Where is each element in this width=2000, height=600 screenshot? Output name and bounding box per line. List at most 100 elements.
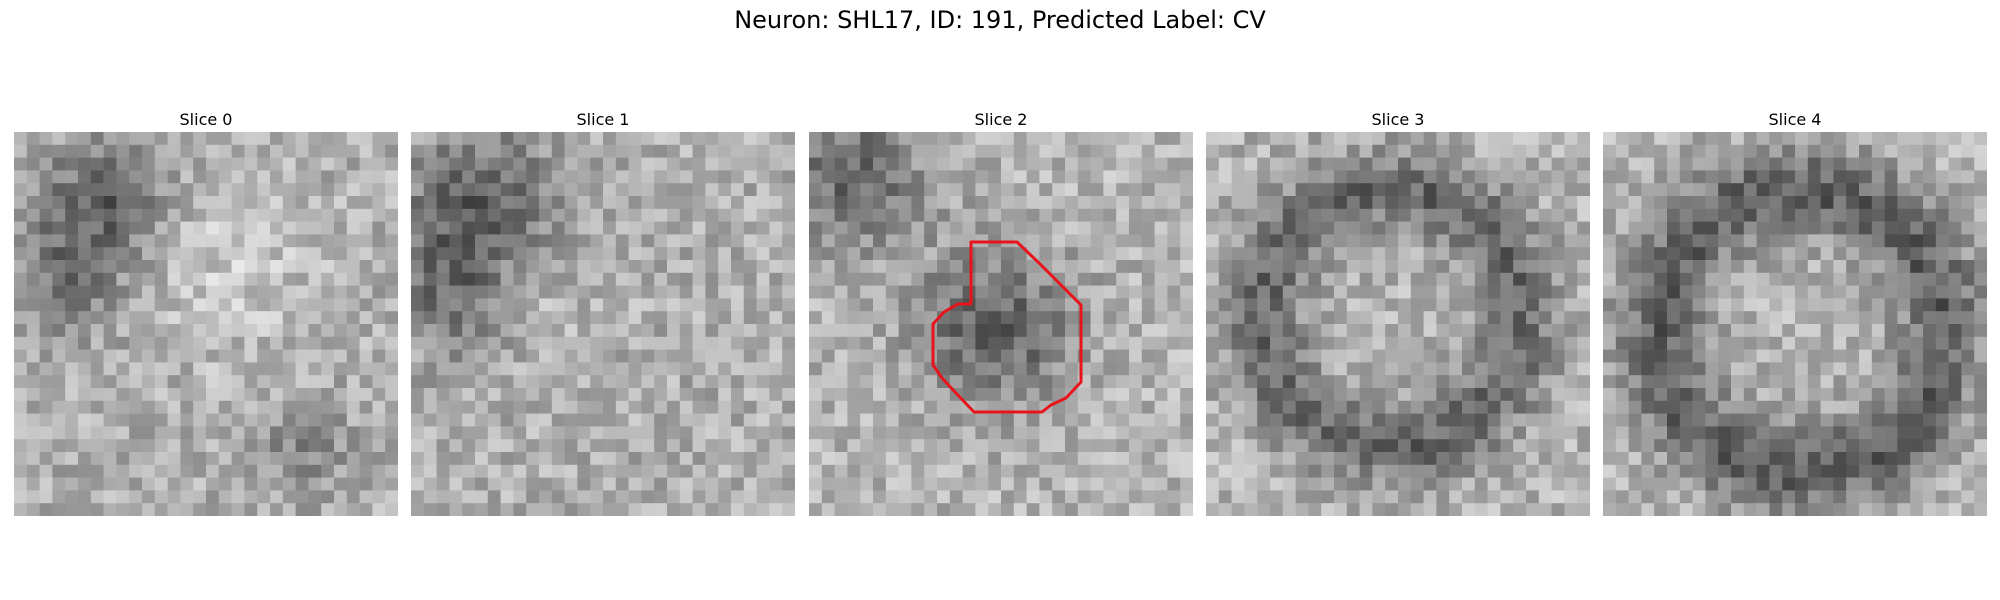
pixel [1820,311,1834,325]
pixel [154,388,168,402]
pixel [526,388,540,402]
pixel [1705,477,1719,491]
pixel [1270,170,1284,184]
pixel [321,375,335,389]
pixel [667,426,681,440]
pixel [1116,439,1130,453]
pixel [282,183,296,197]
pixel [385,400,398,414]
pixel [372,247,386,261]
pixel [1218,426,1232,440]
pixel [78,144,92,158]
pixel [1833,298,1847,312]
pixel [1308,452,1322,466]
pixel [90,272,104,286]
pixel [1129,452,1143,466]
pixel [1001,375,1015,389]
pixel [411,285,425,299]
pixel [513,388,527,402]
pixel [1346,170,1360,184]
pixel [231,490,245,504]
pixel [1270,272,1284,286]
pixel [885,208,899,222]
pixel [180,234,194,248]
pixel [449,477,463,491]
pixel [743,285,757,299]
pixel [1359,324,1373,338]
pixel [692,298,706,312]
pixel [308,336,322,350]
pixel [847,196,861,210]
pixel [1743,375,1757,389]
pixel [692,272,706,286]
pixel [1334,247,1348,261]
pixel [1462,247,1476,261]
pixel [1551,362,1565,376]
pixel [282,196,296,210]
pixel [1001,144,1015,158]
pixel [718,183,732,197]
pixel [1603,464,1617,478]
pixel [1871,439,1885,453]
pixel [1603,183,1617,197]
pixel [167,400,181,414]
pixel [1513,324,1527,338]
pixel [1052,208,1066,222]
pixel [346,490,360,504]
pixel [564,247,578,261]
pixel [769,144,783,158]
pixel [1961,234,1975,248]
pixel [731,285,745,299]
pixel [564,400,578,414]
pixel [1257,413,1271,427]
pixel [705,503,719,516]
pixel [1795,196,1809,210]
pixel [769,298,783,312]
pixel [782,221,795,235]
pixel [641,311,655,325]
pixel [898,362,912,376]
pixel [270,413,284,427]
pixel [423,285,437,299]
pixel [679,503,693,516]
pixel [1884,464,1898,478]
pixel [1654,183,1668,197]
slice-title-1: Slice 1 [576,110,630,129]
pixel [873,221,887,235]
pixel [705,247,719,261]
pixel [821,208,835,222]
pixel [180,311,194,325]
pixel [1795,426,1809,440]
pixel [462,272,476,286]
pixel [1538,157,1552,171]
pixel [1039,170,1053,184]
pixel [500,234,514,248]
pixel [1846,400,1860,414]
pixel [743,362,757,376]
pixel [321,452,335,466]
pixel [526,439,540,453]
pixel [731,375,745,389]
pixel [1103,349,1117,363]
pixel [513,324,527,338]
pixel [590,311,604,325]
pixel [1116,503,1130,516]
pixel [26,272,40,286]
pixel [1718,349,1732,363]
pixel [1692,503,1706,516]
pixel [847,324,861,338]
pixel [475,170,489,184]
pixel [718,221,732,235]
pixel [1039,221,1053,235]
pixel [1628,144,1642,158]
pixel [116,464,130,478]
pixel [462,196,476,210]
pixel [1321,362,1335,376]
pixel [834,464,848,478]
pixel [218,144,232,158]
pixel [898,349,912,363]
pixel [218,208,232,222]
pixel [1974,183,1987,197]
pixel [1423,144,1437,158]
pixel [962,311,976,325]
